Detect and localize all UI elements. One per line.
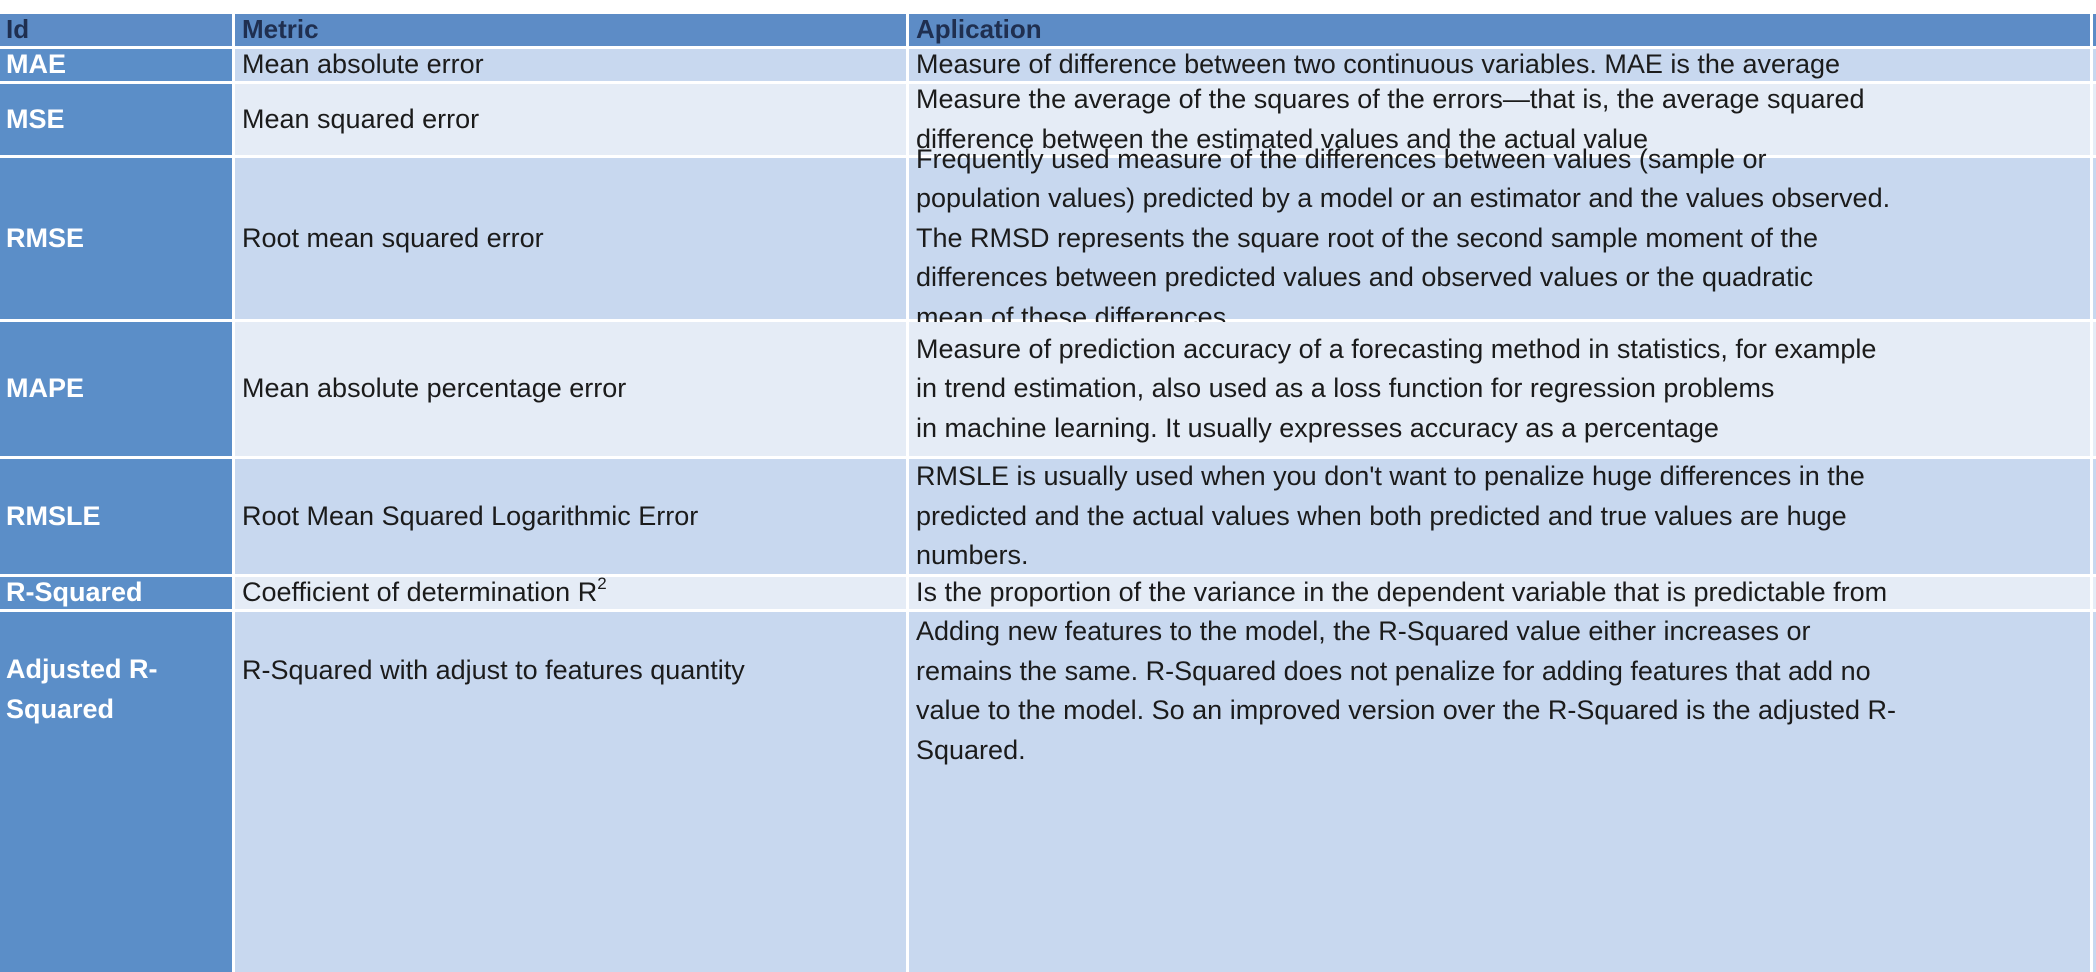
row-extra-cell: [2093, 459, 2096, 574]
header-metric-label: Metric: [242, 14, 319, 45]
superscript-two: 2: [597, 574, 607, 594]
row-id-cell: Adjusted R- Squared: [0, 612, 232, 972]
header-extra: [2093, 14, 2096, 46]
table-row: MSE Mean squared error Measure the avera…: [0, 84, 2096, 155]
row-metric-cell: R-Squared with adjust to features quanti…: [235, 612, 906, 972]
row-metric-cell: Mean squared error: [235, 84, 906, 155]
table-row: RMSE Root mean squared error Frequently …: [0, 144, 2096, 332]
row-extra-cell: [2093, 612, 2096, 972]
header-id: Id: [0, 14, 232, 46]
row-id-cell: RMSLE: [0, 459, 232, 574]
row-id: MSE: [6, 103, 65, 134]
row-application-cell: Measure of difference between two contin…: [909, 49, 2090, 81]
row-application-cell: Measure the average of the squares of th…: [909, 84, 2090, 155]
row-extra-cell: [2093, 84, 2096, 155]
table-row: R-Squared Coefficient of determination R…: [0, 574, 2096, 609]
table-header-row: Id Metric Aplication: [0, 14, 2096, 46]
row-application-cell: Measure of prediction accuracy of a fore…: [909, 322, 2090, 456]
row-application: Frequently used measure of the differenc…: [916, 143, 1891, 332]
header-metric: Metric: [235, 14, 906, 46]
row-extra-cell: [2093, 577, 2096, 609]
row-application-cell: Is the proportion of the variance in the…: [909, 577, 2090, 609]
table-row: MAPE Mean absolute percentage error Meas…: [0, 322, 2096, 456]
row-metric: Root Mean Squared Logarithmic Error: [242, 500, 699, 531]
row-id: R-Squared: [6, 577, 143, 608]
row-id: Adjusted R- Squared: [6, 654, 158, 724]
row-metric: Coefficient of determination R: [242, 577, 598, 608]
row-metric: R-Squared with adjust to features quanti…: [242, 655, 745, 685]
row-application: Is the proportion of the variance in the…: [916, 577, 1888, 608]
header-application-label: Aplication: [916, 14, 1042, 45]
row-id: RMSE: [6, 222, 85, 253]
row-id-cell: MAE: [0, 49, 232, 81]
row-metric-cell: Coefficient of determination R2: [235, 574, 906, 609]
row-metric-cell: Root mean squared error: [235, 158, 906, 319]
row-extra-cell: [2093, 49, 2096, 81]
row-id: MAPE: [6, 373, 85, 404]
row-application: Measure of prediction accuracy of a fore…: [916, 333, 1877, 443]
row-extra-cell: [2093, 322, 2096, 456]
row-metric: Root mean squared error: [242, 222, 544, 253]
row-metric-cell: Root Mean Squared Logarithmic Error: [235, 459, 906, 574]
row-extra-cell: [2093, 158, 2096, 319]
header-id-label: Id: [6, 14, 30, 45]
row-id-cell: R-Squared: [0, 577, 232, 609]
row-application-cell: RMSLE is usually used when you don't wan…: [909, 459, 2090, 574]
row-application: Measure of difference between two contin…: [916, 49, 1841, 80]
row-metric: Mean absolute error: [242, 49, 484, 80]
row-application: Measure the average of the squares of th…: [916, 84, 1865, 154]
metrics-table: Id Metric Aplication MAE Mean absolute e…: [0, 14, 2096, 972]
table-row: Adjusted R- Squared R-Squared with adjus…: [0, 612, 2096, 972]
table-row: RMSLE Root Mean Squared Logarithmic Erro…: [0, 459, 2096, 574]
row-metric-cell: Mean absolute percentage error: [235, 322, 906, 456]
row-application: RMSLE is usually used when you don't wan…: [916, 461, 1865, 571]
row-id-cell: MSE: [0, 84, 232, 155]
header-application: Aplication: [909, 14, 2090, 46]
row-id-cell: RMSE: [0, 158, 232, 319]
row-application-cell: Frequently used measure of the differenc…: [909, 144, 2090, 332]
table-row: MAE Mean absolute error Measure of diffe…: [0, 49, 2096, 81]
row-id: MAE: [6, 49, 66, 80]
row-id: RMSLE: [6, 500, 101, 531]
row-application: Adding new features to the model, the R-…: [916, 616, 1897, 765]
row-metric-cell: Mean absolute error: [235, 49, 906, 81]
row-metric: Mean absolute percentage error: [242, 373, 627, 404]
row-id-cell: MAPE: [0, 322, 232, 456]
row-metric: Mean squared error: [242, 103, 480, 134]
row-application-cell: Adding new features to the model, the R-…: [909, 612, 2090, 972]
